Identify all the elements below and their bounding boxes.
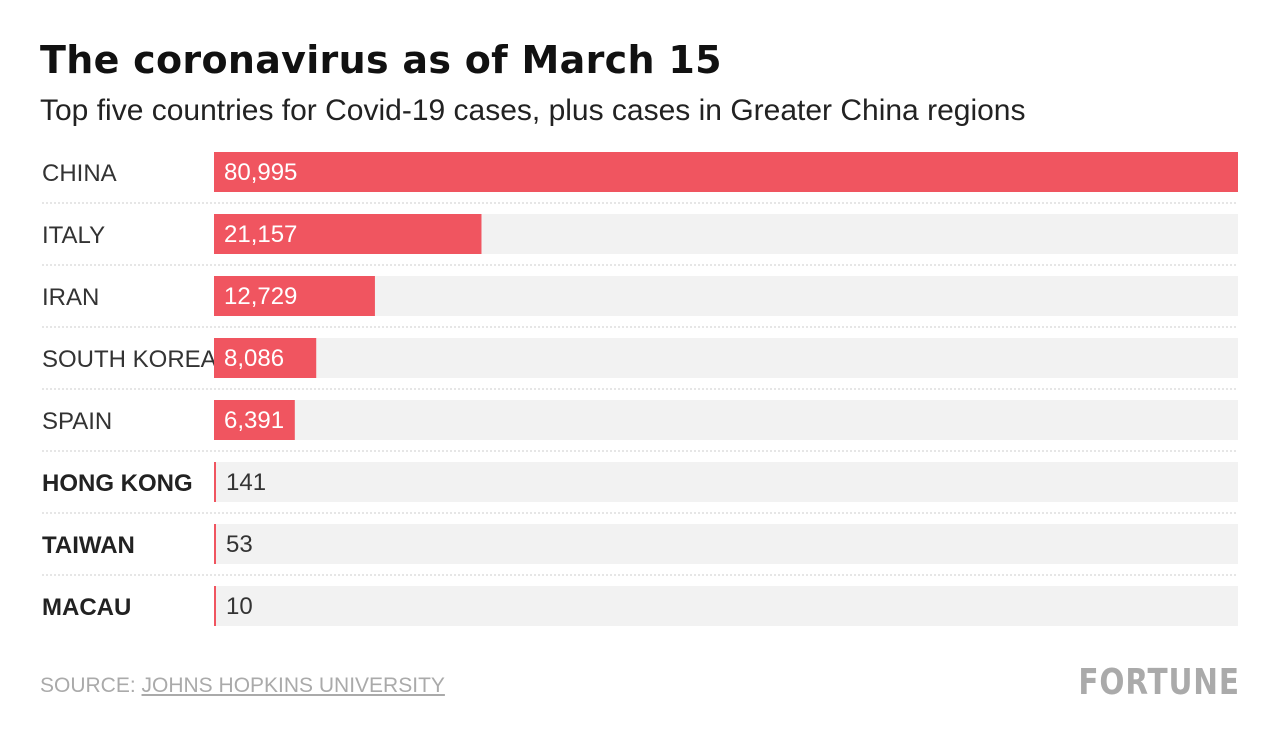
- bar: [214, 400, 295, 440]
- value-label: 10: [226, 593, 253, 620]
- bar-track: [214, 400, 1238, 440]
- bar-track: [214, 462, 1238, 502]
- bar-track: [214, 524, 1238, 564]
- value-label: 141: [226, 469, 266, 496]
- category-label: CHINA: [42, 160, 117, 187]
- category-label: SPAIN: [42, 408, 112, 435]
- value-label: 12,729: [224, 283, 297, 310]
- bar-row: TAIWAN 53: [42, 524, 1238, 576]
- bar-row: SOUTH KOREA 8,086: [42, 338, 1238, 390]
- category-label: ITALY: [42, 222, 105, 249]
- category-label: IRAN: [42, 284, 99, 311]
- category-label: SOUTH KOREA: [42, 346, 217, 373]
- bar: [214, 524, 216, 564]
- bar: [214, 462, 216, 502]
- bar-row: ITALY 21,157: [42, 214, 1238, 266]
- value-label: 21,157: [224, 221, 297, 248]
- category-label: MACAU: [42, 594, 131, 621]
- bar-track: [214, 586, 1238, 626]
- bar: [214, 338, 317, 378]
- bar-row: HONG KONG 141: [42, 462, 1238, 514]
- bar-row: MACAU 10: [42, 586, 1238, 626]
- chart-title: The coronavirus as of March 15: [40, 38, 722, 82]
- bar: [214, 214, 482, 254]
- source-note: SOURCE: JOHNS HOPKINS UNIVERSITY: [40, 674, 445, 698]
- value-label: 53: [226, 531, 253, 558]
- bar: [214, 586, 216, 626]
- bar-row: CHINA 80,995: [42, 152, 1238, 204]
- chart-subtitle: Top five countries for Covid-19 cases, p…: [40, 94, 1026, 127]
- fortune-logo: FORTUNE: [1078, 662, 1240, 703]
- bar-track: [214, 276, 1238, 316]
- value-label: 80,995: [224, 159, 297, 186]
- source-prefix: SOURCE:: [40, 674, 142, 697]
- value-label: 8,086: [224, 345, 284, 372]
- category-label: TAIWAN: [42, 532, 135, 559]
- category-label: HONG KONG: [42, 470, 193, 497]
- bar: [214, 152, 1238, 192]
- bar: [214, 276, 375, 316]
- value-label: 6,391: [224, 407, 284, 434]
- bar-track: [214, 338, 1238, 378]
- source-link[interactable]: JOHNS HOPKINS UNIVERSITY: [141, 674, 445, 697]
- bar-row: IRAN 12,729: [42, 276, 1238, 328]
- bar-row: SPAIN 6,391: [42, 400, 1238, 452]
